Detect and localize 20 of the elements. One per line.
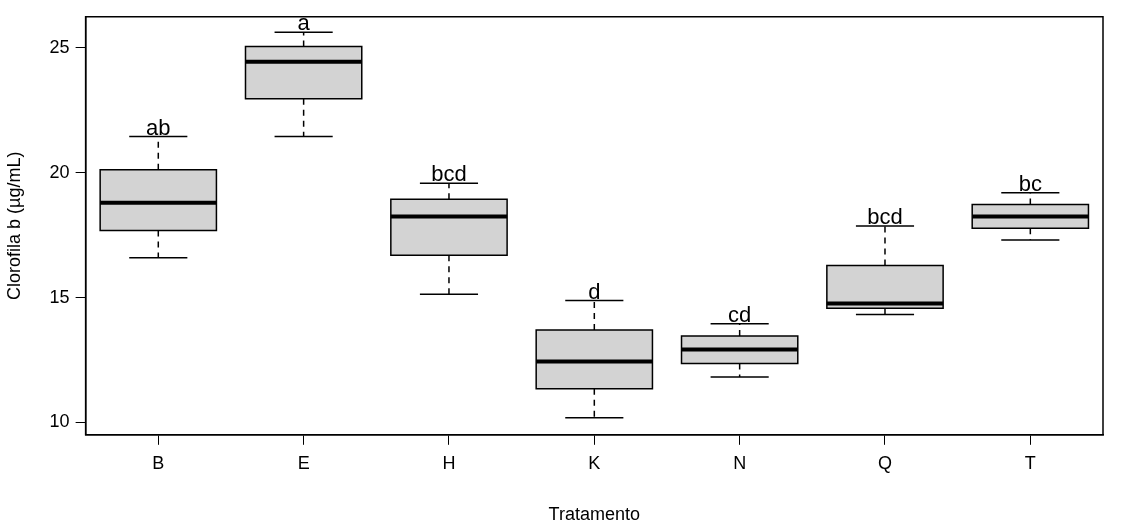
y-tick-label: 10 [49,411,70,432]
x-tick-label: T [1024,452,1036,473]
annotation: bcd [867,203,903,229]
x-tick-label: K [588,452,601,473]
annotation: cd [728,301,752,327]
annotation: bc [1018,170,1042,196]
annotation: bcd [431,161,467,187]
annotation: ab [146,114,171,140]
x-axis-title: Tratamento [548,504,640,525]
annotation: d [588,278,601,304]
y-axis-title: Clorofila b (µg/mL) [3,151,24,301]
y-tick-label: 20 [49,161,70,182]
x-tick-label: B [152,452,165,473]
y-tick-label: 25 [49,36,70,57]
x-tick-label: E [297,452,310,473]
x-tick-label: H [442,452,456,473]
x-tick-label: N [733,452,747,473]
y-tick-label: 15 [49,286,70,307]
annotation: a [297,10,311,36]
x-tick-label: Q [877,452,892,473]
